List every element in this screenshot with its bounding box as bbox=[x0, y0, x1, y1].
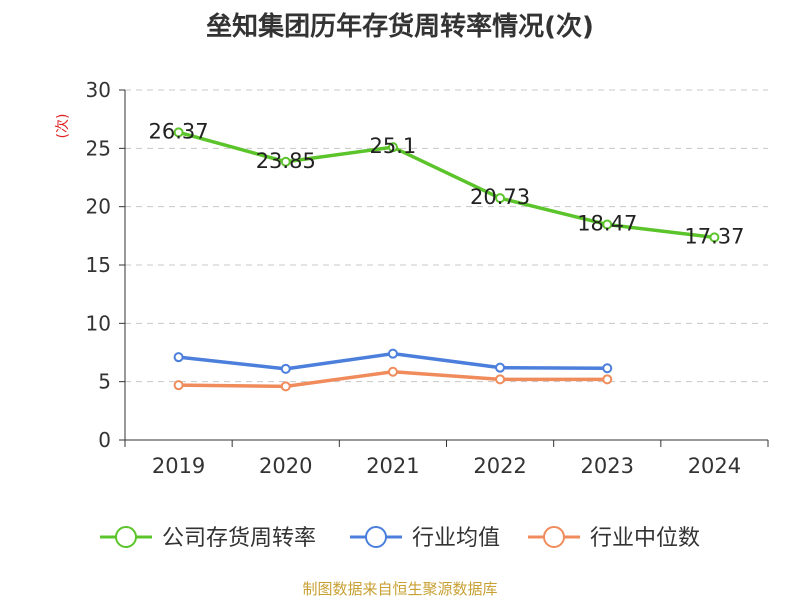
data-label-2022: 20.73 bbox=[470, 185, 530, 209]
point-0-2023 bbox=[602, 219, 613, 230]
source-note: 制图数据来自恒生聚源数据库 bbox=[302, 580, 498, 598]
chart-title: 垒知集团历年存货周转率情况(次) bbox=[206, 12, 594, 42]
point-2-2019 bbox=[173, 380, 184, 391]
y-tick-label-0: 0 bbox=[98, 428, 111, 452]
data-label-2019: 26.37 bbox=[149, 119, 209, 143]
y-tick-label-15: 15 bbox=[86, 253, 111, 277]
legend-label-2: 行业中位数 bbox=[590, 526, 700, 551]
axes: 0 5 10 15 20 25 30 2019 2020 2021 2022 2023 2024 (次) bbox=[55, 78, 769, 478]
x-tick-label-2023: 2023 bbox=[581, 454, 634, 478]
data-label-2021: 25.1 bbox=[370, 134, 417, 158]
point-1-2019 bbox=[173, 352, 184, 363]
x-tick-label-2024: 2024 bbox=[688, 454, 741, 478]
data-label-2023: 18.47 bbox=[577, 212, 637, 236]
point-2-2022 bbox=[495, 374, 506, 385]
point-2-2020 bbox=[280, 381, 291, 392]
x-tick-label-2019: 2019 bbox=[152, 454, 205, 478]
y-tick-label-10: 10 bbox=[86, 311, 111, 335]
legend-label-0: 公司存货周转率 bbox=[162, 526, 316, 551]
point-1-2023 bbox=[602, 363, 613, 374]
y-tick-label-5: 5 bbox=[98, 370, 111, 394]
point-1-2021 bbox=[387, 348, 398, 359]
point-0-2019 bbox=[173, 127, 184, 138]
x-tick-label-2020: 2020 bbox=[259, 454, 312, 478]
point-0-2022 bbox=[495, 193, 506, 204]
legend-marker-2 bbox=[543, 526, 565, 548]
series-lines bbox=[173, 127, 720, 392]
data-labels: 26.37 23.85 25.1 20.73 18.47 17.37 bbox=[149, 119, 745, 248]
x-tick-label-2021: 2021 bbox=[366, 454, 419, 478]
y-tick-label-25: 25 bbox=[86, 136, 111, 160]
point-0-2020 bbox=[280, 156, 291, 167]
data-label-2020: 23.85 bbox=[256, 149, 316, 173]
legend-marker-0 bbox=[115, 526, 137, 548]
point-0-2024 bbox=[709, 232, 720, 243]
legend-marker-1 bbox=[365, 526, 387, 548]
y-tick-label-30: 30 bbox=[86, 78, 111, 102]
y-axis-label: (次) bbox=[55, 114, 71, 139]
grid-lines bbox=[125, 89, 768, 383]
point-1-2020 bbox=[280, 363, 291, 374]
legend: 公司存货周转率 行业均值 行业中位数 bbox=[100, 526, 700, 551]
x-tick-label-2022: 2022 bbox=[473, 454, 526, 478]
series-line-0 bbox=[178, 130, 715, 240]
legend-label-1: 行业均值 bbox=[412, 526, 500, 551]
point-2-2021 bbox=[387, 366, 398, 377]
y-tick-label-20: 20 bbox=[86, 195, 111, 219]
data-label-2024: 17.37 bbox=[684, 224, 744, 248]
point-2-2023 bbox=[602, 374, 613, 385]
point-0-2021 bbox=[387, 142, 398, 153]
point-1-2022 bbox=[495, 362, 506, 373]
